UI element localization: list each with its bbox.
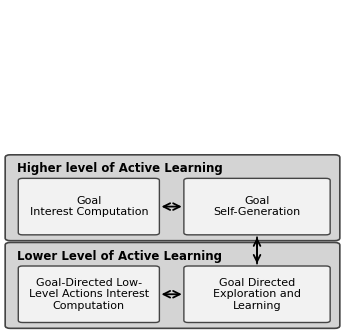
FancyBboxPatch shape	[18, 266, 159, 322]
Text: Goal-Directed Low-
Level Actions Interest
Computation: Goal-Directed Low- Level Actions Interes…	[29, 278, 149, 311]
FancyBboxPatch shape	[5, 155, 340, 241]
Text: Goal
Self-Generation: Goal Self-Generation	[214, 196, 300, 217]
Text: Goal
Interest Computation: Goal Interest Computation	[30, 196, 148, 217]
FancyBboxPatch shape	[5, 242, 340, 328]
FancyBboxPatch shape	[184, 266, 330, 322]
FancyBboxPatch shape	[184, 178, 330, 235]
Text: Lower Level of Active Learning: Lower Level of Active Learning	[17, 250, 221, 262]
Text: Goal Directed
Exploration and
Learning: Goal Directed Exploration and Learning	[213, 278, 301, 311]
FancyBboxPatch shape	[18, 178, 159, 235]
Text: Higher level of Active Learning: Higher level of Active Learning	[17, 162, 222, 175]
